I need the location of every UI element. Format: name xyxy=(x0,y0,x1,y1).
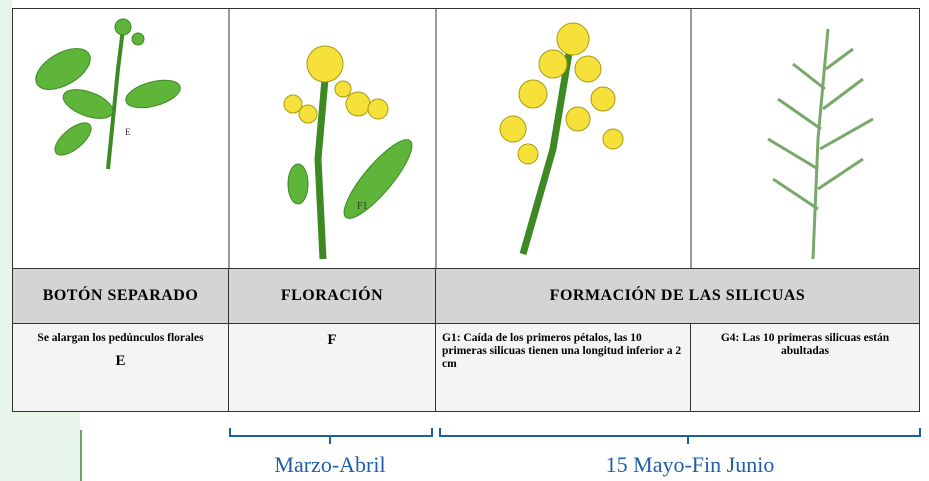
stage-code: F xyxy=(327,332,337,348)
plant-flower xyxy=(283,45,413,260)
green-strip xyxy=(0,0,12,481)
description-cell: F xyxy=(228,323,436,412)
plant-pods xyxy=(767,28,874,260)
brace xyxy=(439,428,921,444)
header-text: FORMACIÓN DE LAS SILICUAS xyxy=(549,287,806,304)
brace xyxy=(229,428,433,444)
description-text: G1: Caída de los primeros pétalos, las 1… xyxy=(442,332,682,371)
stage-table: E F1 BOTÓN SEPARADO FLORACIÓN FORMACIÓN … xyxy=(12,8,920,412)
plant-bud xyxy=(35,18,181,170)
header-cell: FORMACIÓN DE LAS SILICUAS xyxy=(435,268,920,324)
vertical-rule xyxy=(80,430,82,481)
description-cell: G1: Caída de los primeros pétalos, las 1… xyxy=(435,323,691,412)
green-block xyxy=(0,412,80,481)
image-label: F1 xyxy=(357,201,368,212)
header-cell: BOTÓN SEPARADO xyxy=(12,268,229,324)
image-label: E xyxy=(125,127,131,137)
description-text: Se alargan los pedúnculos florales xyxy=(37,332,204,344)
plant-pods-flowering xyxy=(499,22,624,255)
period-label: 15 Mayo-Fin Junio xyxy=(605,452,775,477)
illustrations: E F1 xyxy=(35,9,874,269)
header-text: BOTÓN SEPARADO xyxy=(42,287,199,304)
header-cell: FLORACIÓN xyxy=(228,268,436,324)
description-text: G4: Las 10 primeras silicuas están abult… xyxy=(720,332,890,358)
braces xyxy=(229,428,921,444)
period-label: Marzo-Abril xyxy=(274,452,386,477)
stage-code: E xyxy=(115,353,126,370)
description-cell: Se alargan los pedúnculos florales E xyxy=(12,323,229,412)
description-cell: G4: Las 10 primeras silicuas están abult… xyxy=(690,323,920,412)
header-text: FLORACIÓN xyxy=(280,287,384,304)
